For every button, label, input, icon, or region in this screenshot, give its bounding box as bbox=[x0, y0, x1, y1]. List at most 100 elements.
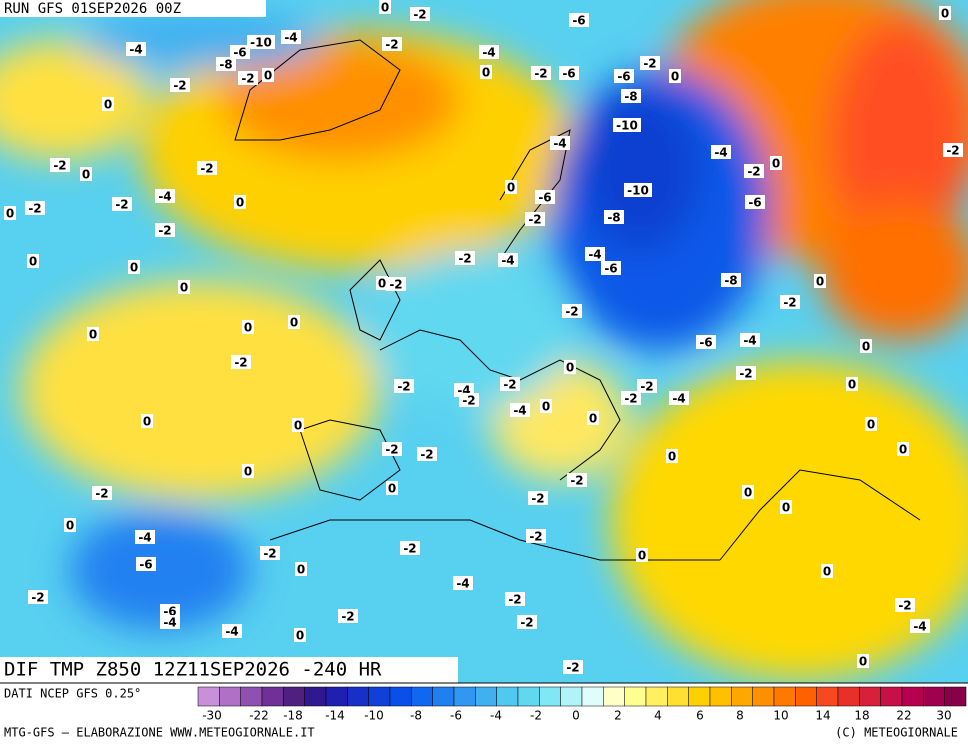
contour-label-box bbox=[910, 619, 930, 633]
contour-label-box bbox=[621, 89, 641, 103]
contour-label: 0 bbox=[290, 316, 298, 330]
contour-label-box bbox=[87, 327, 99, 341]
contour-label-box bbox=[517, 615, 537, 629]
contour-label-box bbox=[624, 183, 652, 197]
colorbar-swatch bbox=[304, 686, 327, 707]
contour-label: -2 bbox=[520, 616, 533, 630]
contour-label-box bbox=[242, 320, 254, 334]
contour-label: -2 bbox=[385, 443, 398, 457]
contour-label-box bbox=[939, 6, 951, 20]
contour-label-box bbox=[128, 260, 140, 274]
contour-label: 0 bbox=[941, 7, 949, 21]
contour-label: -6 bbox=[562, 67, 575, 81]
colorbar-swatch bbox=[261, 686, 284, 707]
contour-label-box bbox=[155, 189, 175, 203]
contour-label-box bbox=[479, 45, 499, 59]
contour-label: -4 bbox=[672, 392, 685, 406]
contour-label-box bbox=[262, 68, 274, 82]
colorbar-tick-label: -30 bbox=[202, 709, 222, 723]
contour-label-box bbox=[28, 590, 48, 604]
footer-left: MTG-GFS – ELABORAZIONE WWW.METEOGIORNALE… bbox=[4, 726, 315, 740]
contour-label: 0 bbox=[104, 98, 112, 112]
contour-label-box bbox=[510, 403, 530, 417]
contour-label: -10 bbox=[627, 184, 649, 198]
contour-label-box bbox=[112, 197, 132, 211]
contour-label-box bbox=[621, 391, 641, 405]
colorbar-tick-label: -14 bbox=[325, 709, 345, 723]
contour-label: -4 bbox=[158, 190, 171, 204]
contour-label: 0 bbox=[297, 563, 305, 577]
contour-label-box bbox=[155, 223, 175, 237]
colorbar-swatch bbox=[560, 686, 583, 707]
colorbar-tick-label: 6 bbox=[696, 709, 704, 723]
contour-label: 0 bbox=[6, 207, 14, 221]
contour-label: -2 bbox=[624, 392, 637, 406]
contour-label: -2 bbox=[458, 252, 471, 266]
contour-label: 0 bbox=[66, 519, 74, 533]
colorbar-swatch bbox=[859, 686, 881, 707]
contour-label-box bbox=[230, 45, 250, 59]
contour-label-box bbox=[736, 366, 756, 380]
contour-label-box bbox=[379, 0, 391, 14]
contour-label-box bbox=[585, 247, 605, 261]
contour-label: -2 bbox=[385, 38, 398, 52]
colorbar-swatch bbox=[517, 686, 540, 707]
colorbar-tick-label: -10 bbox=[364, 709, 384, 723]
contour-label: 0 bbox=[294, 419, 302, 433]
contour-label-box bbox=[417, 447, 437, 461]
contour-label-box bbox=[386, 481, 398, 495]
colorbar-swatch bbox=[880, 686, 903, 707]
contour-label: 0 bbox=[542, 400, 550, 414]
colorbar-swatch bbox=[411, 686, 433, 707]
contour-label: -4 bbox=[588, 248, 601, 262]
contour-label: -2 bbox=[640, 380, 653, 394]
contour-label-box bbox=[562, 304, 582, 318]
contour-label: 0 bbox=[782, 501, 790, 515]
colorbar-swatch bbox=[197, 686, 220, 707]
contour-label: 0 bbox=[638, 549, 646, 563]
contour-label: -2 bbox=[462, 394, 475, 408]
contour-label-box bbox=[711, 145, 731, 159]
contour-label: 0 bbox=[296, 629, 304, 643]
colorbar-swatch bbox=[731, 686, 753, 707]
contour-label-box bbox=[400, 541, 420, 555]
contour-label-box bbox=[500, 377, 520, 391]
contour-label: -4 bbox=[513, 404, 526, 418]
colorbar-swatch bbox=[837, 686, 860, 707]
contour-label-box bbox=[498, 253, 518, 267]
field-label: DIF TMP Z850 12Z11SEP2026 -240 HR bbox=[4, 659, 382, 681]
contour-label: 0 bbox=[589, 412, 597, 426]
contour-label-box bbox=[742, 485, 754, 499]
contour-label: -6 bbox=[699, 336, 712, 350]
contour-label-box bbox=[216, 57, 236, 71]
colorbar-tick-label: 0 bbox=[572, 709, 580, 723]
contour-label: -6 bbox=[748, 196, 761, 210]
colorbar-swatch bbox=[667, 686, 689, 707]
contour-label-box bbox=[455, 251, 475, 265]
contour-label-box bbox=[160, 604, 180, 618]
contour-label-box bbox=[394, 379, 414, 393]
contour-label-box bbox=[505, 180, 517, 194]
contour-label: -2 bbox=[403, 542, 416, 556]
colorbar-tick-label: -4 bbox=[490, 709, 502, 723]
contour-label-box bbox=[666, 449, 678, 463]
colorbar-swatch bbox=[773, 686, 796, 707]
contour-label: -2 bbox=[420, 448, 433, 462]
colorbar-swatch bbox=[219, 686, 241, 707]
contour-label: -6 bbox=[233, 46, 246, 60]
contour-label: -2 bbox=[95, 487, 108, 501]
contour-label: -2 bbox=[241, 72, 254, 86]
contour-label-box bbox=[604, 210, 624, 224]
contour-label-box bbox=[4, 206, 16, 220]
contour-label-box bbox=[640, 56, 660, 70]
colorbar-swatch bbox=[240, 686, 263, 707]
contour-label-box bbox=[669, 69, 681, 83]
contour-label: -2 bbox=[31, 591, 44, 605]
contour-label: -8 bbox=[624, 90, 637, 104]
contour-label-box bbox=[170, 78, 190, 92]
contour-label-box bbox=[295, 562, 307, 576]
contour-label-box bbox=[281, 30, 301, 44]
data-source: DATI NCEP GFS 0.25° bbox=[4, 687, 141, 701]
colorbar-swatch bbox=[368, 686, 391, 707]
